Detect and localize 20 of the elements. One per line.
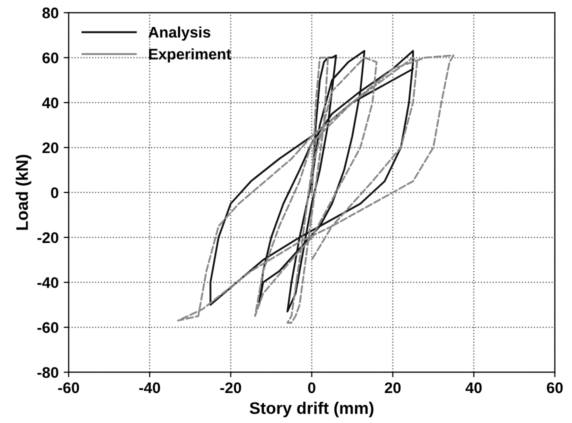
y-tick-label: 20 bbox=[42, 142, 58, 154]
legend-label: Analysis bbox=[148, 26, 210, 41]
y-tick-label: -60 bbox=[37, 322, 58, 333]
x-tick-label: -20 bbox=[220, 382, 242, 394]
x-axis-title: Story drift (mm) bbox=[250, 402, 374, 418]
x-tick-label: -60 bbox=[58, 382, 80, 394]
y-tick-label: 80 bbox=[42, 8, 58, 18]
y-axis-title: Load (kN) bbox=[16, 154, 32, 230]
y-tick-label: 60 bbox=[42, 52, 58, 64]
x-tick-label: 20 bbox=[384, 382, 401, 394]
y-tick-label: 40 bbox=[42, 97, 58, 108]
y-tick-label: -20 bbox=[37, 232, 58, 244]
y-tick-label: -80 bbox=[37, 367, 58, 378]
x-tick-label: 40 bbox=[466, 382, 482, 394]
x-tick-label: 60 bbox=[546, 382, 563, 394]
x-tick-label: 0 bbox=[308, 382, 316, 394]
x-tick-label: -40 bbox=[139, 382, 160, 394]
y-tick-label: 0 bbox=[51, 187, 58, 198]
legend-label: Experiment bbox=[149, 48, 232, 63]
y-tick-label: -40 bbox=[37, 277, 58, 288]
